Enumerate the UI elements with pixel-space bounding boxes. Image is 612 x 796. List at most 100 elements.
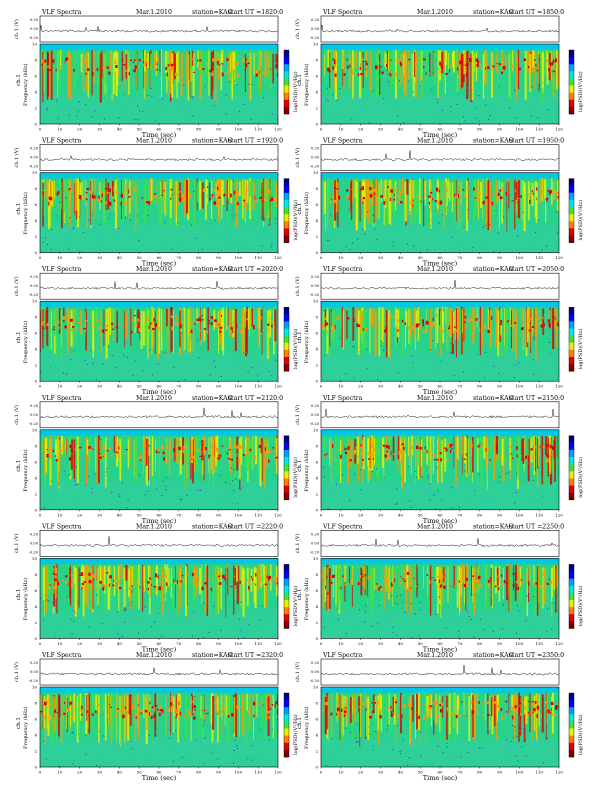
noise-speck (72, 633, 73, 634)
x-tick-label: 30 (378, 512, 384, 517)
intense-emission (459, 316, 460, 320)
x-tick-label: 30 (97, 512, 103, 517)
spectral-streak (527, 51, 529, 74)
intense-emission (178, 201, 180, 205)
spectral-streak (222, 180, 224, 205)
spectral-streak (474, 53, 475, 72)
noise-speck (476, 107, 477, 108)
panel-heading: VLF Spectra (41, 395, 82, 402)
intense-emission (402, 715, 403, 717)
panel-station: station=KAG (192, 523, 233, 530)
noise-speck (256, 756, 257, 757)
spectral-streak (346, 311, 347, 340)
noise-speck (53, 471, 54, 472)
noise-speck (263, 485, 264, 486)
wave-tick-label: 0.00 (311, 27, 320, 31)
noise-speck (202, 249, 203, 250)
noise-speck (239, 246, 240, 247)
x-tick-label: 20 (358, 512, 364, 517)
intense-emission (101, 200, 102, 202)
noise-speck (271, 497, 272, 498)
noise-speck (233, 117, 234, 118)
x-tick-label: 30 (97, 770, 103, 775)
panel-heading: VLF Spectra (41, 9, 82, 16)
intense-emission (149, 325, 150, 329)
x-tick-label: 100 (235, 384, 243, 389)
spectral-streak (54, 309, 56, 336)
freq-tick-label: 0 (34, 250, 37, 255)
spectral-streak (343, 308, 344, 350)
noise-speck (328, 508, 329, 509)
noise-speck (522, 728, 523, 729)
noise-speck (400, 741, 401, 742)
intense-emission (109, 704, 110, 705)
noise-speck (260, 629, 261, 630)
intense-emission (246, 63, 248, 67)
waveform-frame (321, 402, 559, 428)
noise-speck (44, 507, 45, 508)
noise-speck (180, 499, 181, 500)
intense-emission (463, 189, 465, 191)
noise-speck (332, 94, 333, 95)
colorbar-segment (569, 614, 574, 621)
spectral-streak (477, 438, 478, 472)
noise-speck (399, 226, 400, 227)
noise-speck (547, 109, 548, 110)
freq-tick-label: 6 (315, 74, 318, 79)
noise-speck (330, 757, 331, 758)
noise-speck (520, 339, 521, 340)
x-tick-label: 30 (97, 384, 103, 389)
noise-speck (490, 472, 491, 473)
spectral-streak (119, 696, 120, 746)
intense-emission (346, 449, 349, 450)
waveform-frame (321, 16, 559, 42)
channel-label: ch.1 (16, 460, 22, 472)
intense-emission (431, 196, 432, 199)
spectral-streak (190, 51, 192, 69)
intense-emission (146, 201, 149, 203)
spectral-streak (442, 312, 444, 344)
spectral-streak (453, 694, 454, 733)
noise-speck (357, 239, 358, 240)
x-tick-label: 0 (39, 641, 42, 646)
colorbar-segment (284, 607, 289, 614)
noise-speck (467, 752, 468, 753)
noise-speck (239, 619, 240, 620)
x-tick-label: 80 (477, 512, 483, 517)
intense-emission (108, 73, 110, 74)
colorbar-segment (569, 329, 574, 336)
noise-speck (67, 109, 68, 110)
noise-speck (449, 112, 450, 113)
panel-station: station=KAG (192, 652, 233, 659)
intense-emission (426, 711, 428, 715)
noise-speck (376, 355, 377, 356)
intense-emission (325, 586, 326, 589)
upper-background-band (321, 301, 559, 307)
panel-start-ut: start UT =2150:0 (509, 395, 564, 402)
intense-emission (479, 319, 480, 321)
noise-speck (335, 491, 336, 492)
intense-emission (400, 584, 401, 587)
noise-speck (192, 115, 193, 116)
spectral-streak (509, 696, 510, 727)
intense-emission (95, 196, 96, 197)
spectral-streak (40, 310, 41, 352)
panel-start-ut: start UT =1820:0 (228, 9, 283, 16)
noise-speck (246, 251, 247, 252)
intense-emission (460, 62, 463, 64)
intense-emission (123, 190, 125, 193)
spectral-streak (388, 310, 390, 357)
intense-emission (169, 60, 171, 62)
freq-tick-label: 2 (315, 363, 318, 368)
intense-emission (360, 444, 361, 446)
spectral-streak (489, 696, 490, 730)
intense-emission (108, 316, 109, 318)
spectral-streak (235, 693, 237, 737)
intense-emission (416, 585, 417, 587)
noise-speck (50, 751, 51, 752)
intense-emission (176, 709, 179, 713)
intense-emission (208, 323, 210, 324)
noise-speck (345, 728, 346, 729)
